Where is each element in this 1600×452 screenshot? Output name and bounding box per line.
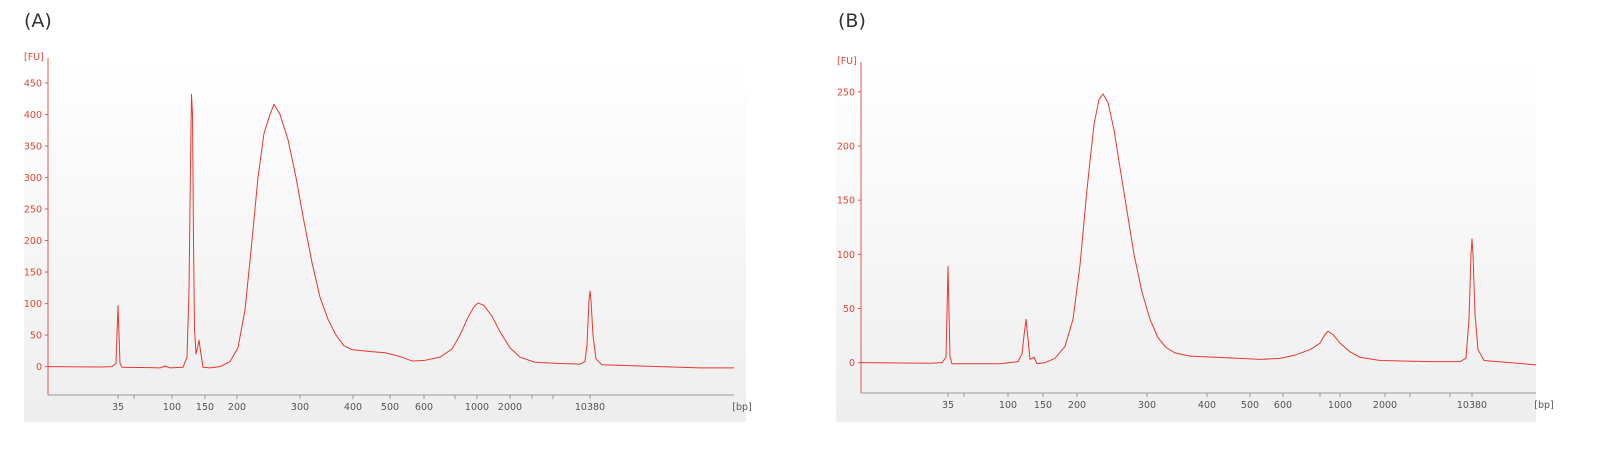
y-tick-label: 250 [24, 205, 42, 216]
y-tick-label: 0 [849, 358, 855, 369]
x-tick-label: 400 [1198, 400, 1216, 411]
chart-a: [FU] 0 50 100 150 200 250 300 350 400 450 35 100 150 2… [24, 52, 752, 422]
panel-b: (B) [FU] 0 50 100 150 200 250 35 100 150 200 300 400… [830, 0, 1600, 452]
chart-b: [FU] 0 50 100 150 200 250 35 100 150 200 300 400 500 6… [836, 56, 1554, 422]
x-tick-label: 100 [999, 400, 1017, 411]
x-tick-label: 200 [228, 402, 246, 413]
x-tick-label: 300 [1138, 400, 1156, 411]
electropherogram-trace [860, 93, 1537, 366]
x-tick-label: 500 [381, 402, 399, 413]
y-tick-label: 50 [843, 304, 855, 315]
y-tick-label: 100 [24, 299, 42, 310]
y-tick-label: 150 [24, 268, 42, 279]
y-tick-label: 400 [24, 110, 42, 121]
electropherogram-trace [47, 93, 734, 369]
y-tick-label: 50 [30, 331, 42, 342]
x-tick-label: 200 [1068, 400, 1086, 411]
y-tick-label: 0 [36, 362, 42, 373]
x-axis-label: [bp] [1534, 400, 1553, 411]
plot-background [24, 56, 746, 422]
y-tick-label: 200 [24, 236, 42, 247]
y-tick-label: 350 [24, 141, 42, 152]
panel-b-label: (B) [838, 10, 866, 32]
x-tick-label: 10380 [1457, 400, 1487, 411]
x-tick-label: 150 [1034, 400, 1052, 411]
y-tick-label: 150 [837, 196, 855, 207]
panel-a-label: (A) [24, 10, 52, 32]
y-tick-label: 450 [24, 78, 42, 89]
x-tick-label: 100 [163, 402, 181, 413]
x-tick-label: 150 [196, 402, 214, 413]
x-tick-label: 600 [1274, 400, 1292, 411]
y-axis-label: [FU] [24, 52, 44, 63]
x-tick-label: 600 [415, 402, 433, 413]
y-tick-label: 200 [837, 142, 855, 153]
x-tick-label: 10380 [575, 402, 605, 413]
x-tick-label: 35 [942, 400, 954, 411]
x-tick-label: 1000 [1328, 400, 1352, 411]
y-tick-label: 250 [837, 87, 855, 98]
x-axis-label: [bp] [732, 402, 751, 413]
y-tick-label: 300 [24, 173, 42, 184]
x-tick-label: 500 [1241, 400, 1259, 411]
plot-background [836, 60, 1536, 422]
x-tick-label: 400 [344, 402, 362, 413]
panel-a: (A) [FU] 0 50 100 150 200 250 300 350 400 450 35 100… [0, 0, 780, 452]
x-tick-label: 35 [112, 402, 124, 413]
y-axis-label: [FU] [837, 56, 857, 67]
y-tick-label: 100 [837, 250, 855, 261]
x-tick-label: 1000 [465, 402, 489, 413]
x-tick-label: 2000 [498, 402, 522, 413]
x-tick-label: 2000 [1373, 400, 1397, 411]
x-tick-label: 300 [291, 402, 309, 413]
